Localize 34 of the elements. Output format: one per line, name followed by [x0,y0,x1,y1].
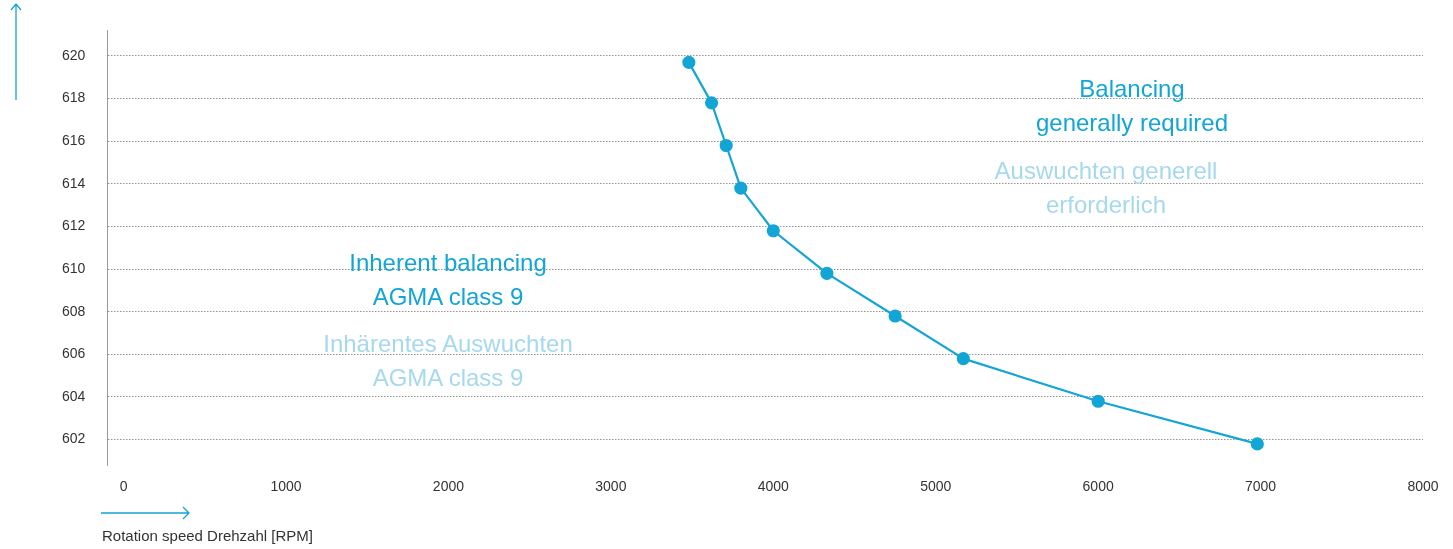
point [888,309,902,323]
point [704,96,719,110]
y-tick-label: 614 [62,174,86,191]
x-tick-label: 4000 [757,478,790,495]
point [734,181,748,195]
y-tick-label: 606 [62,345,86,362]
annotation: Balancing generally required [1035,74,1229,138]
x-tick-label: 2000 [432,478,465,495]
y-tick-label: 608 [62,302,86,319]
point [956,352,970,366]
point [719,138,733,153]
y-tick-label: 616 [62,132,86,149]
x-tick-label: 7000 [1245,478,1277,495]
x-tick-label: 1000 [270,478,302,495]
y-tick-label: 604 [62,387,86,404]
point [1091,394,1105,408]
x-tick-label: 3000 [595,478,627,495]
annotation: Inherent balancing AGMA class 9 [349,248,547,312]
point [766,224,780,238]
x-tick-label: 5000 [920,478,952,495]
point [682,55,696,69]
x-tick-label: 6000 [1082,478,1114,495]
y-tick-label: 612 [62,217,86,234]
y-tick-label: 618 [62,89,86,106]
annotation: Auswuchten generell erforderlich [994,156,1218,220]
x-tick-label: 8000 [1407,478,1439,495]
annotation: Inhärentes Auswuchten AGMA class 9 [323,329,573,393]
x-axis-title: Rotation speed Drehzahl [RPM] [102,527,313,544]
point [1250,437,1264,451]
point [820,266,834,280]
y-tick-label: 602 [62,430,86,447]
y-tick-label: 620 [62,46,86,63]
x-tick-label: 0 [119,478,128,495]
y-tick-label: 610 [62,259,86,276]
